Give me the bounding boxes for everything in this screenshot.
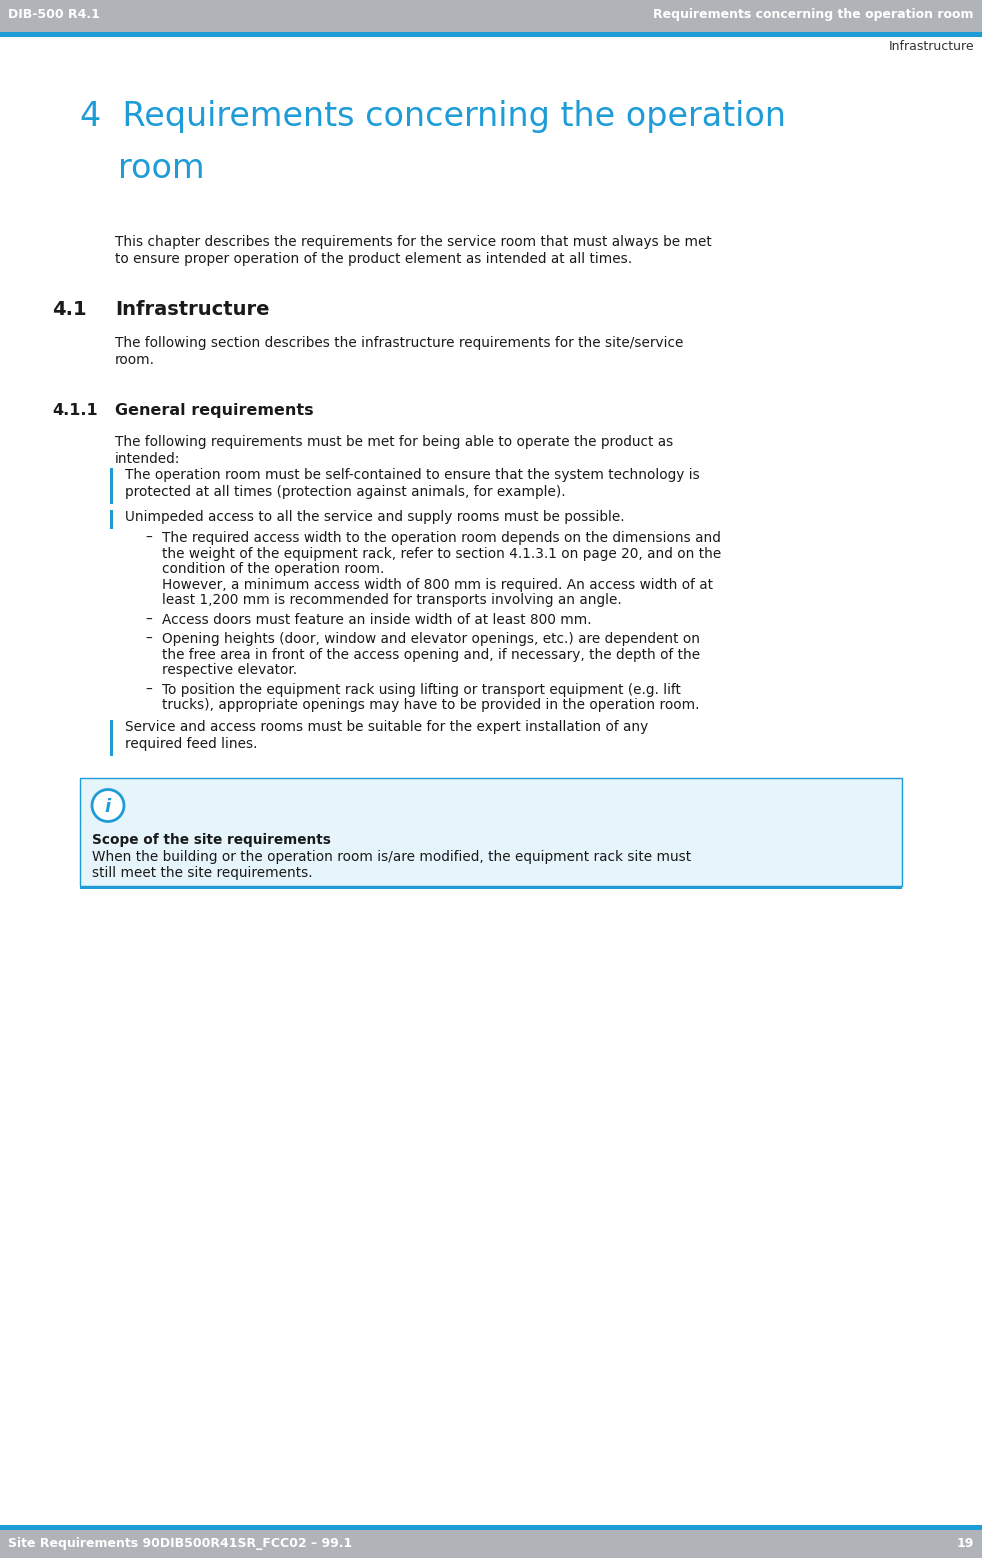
Text: The required access width to the operation room depends on the dimensions and: The required access width to the operati…	[162, 531, 721, 545]
Text: This chapter describes the requirements for the service room that must always be: This chapter describes the requirements …	[115, 235, 712, 249]
Bar	[0, 0, 982, 33]
Text: still meet the site requirements.: still meet the site requirements.	[92, 866, 312, 880]
Text: i: i	[105, 798, 111, 815]
Text: 4.1.1: 4.1.1	[52, 404, 97, 418]
Text: Service and access rooms must be suitable for the expert installation of any: Service and access rooms must be suitabl…	[125, 720, 648, 734]
Text: However, a minimum access width of 800 mm is required. An access width of at: However, a minimum access width of 800 m…	[162, 578, 713, 592]
Text: 4.1: 4.1	[52, 301, 86, 319]
Text: When the building or the operation room is/are modified, the equipment rack site: When the building or the operation room …	[92, 849, 691, 863]
Text: trucks), appropriate openings may have to be provided in the operation room.: trucks), appropriate openings may have t…	[162, 698, 699, 712]
Bar	[80, 885, 902, 888]
Text: The following requirements must be met for being able to operate the product as: The following requirements must be met f…	[115, 435, 674, 449]
Text: the weight of the equipment rack, refer to section 4.1.3.1 on page 20, and on th: the weight of the equipment rack, refer …	[162, 547, 721, 561]
Bar	[80, 777, 902, 885]
Text: Opening heights (door, window and elevator openings, etc.) are dependent on: Opening heights (door, window and elevat…	[162, 633, 700, 647]
Circle shape	[92, 790, 124, 821]
Text: condition of the operation room.: condition of the operation room.	[162, 562, 384, 576]
Text: –: –	[145, 531, 152, 545]
Text: DIB-500 R4.1: DIB-500 R4.1	[8, 8, 100, 20]
Text: Infrastructure: Infrastructure	[889, 41, 974, 53]
Bar	[0, 33, 982, 37]
Bar	[0, 1525, 982, 1530]
Text: to ensure proper operation of the product element as intended at all times.: to ensure proper operation of the produc…	[115, 252, 632, 266]
Bar	[0, 1530, 982, 1558]
Text: –: –	[145, 633, 152, 647]
Text: the free area in front of the access opening and, if necessary, the depth of the: the free area in front of the access ope…	[162, 648, 700, 662]
Text: least 1,200 mm is recommended for transports involving an angle.: least 1,200 mm is recommended for transp…	[162, 594, 622, 608]
Text: Infrastructure: Infrastructure	[115, 301, 269, 319]
Bar	[110, 509, 113, 530]
Text: Access doors must feature an inside width of at least 800 mm.: Access doors must feature an inside widt…	[162, 612, 591, 626]
Text: Scope of the site requirements: Scope of the site requirements	[92, 832, 331, 846]
Text: The following section describes the infrastructure requirements for the site/ser: The following section describes the infr…	[115, 337, 683, 351]
Bar	[110, 720, 113, 756]
Text: Unimpeded access to all the service and supply rooms must be possible.: Unimpeded access to all the service and …	[125, 509, 625, 523]
Text: –: –	[145, 612, 152, 626]
Text: –: –	[145, 682, 152, 696]
Text: respective elevator.: respective elevator.	[162, 664, 298, 678]
Bar	[110, 467, 113, 503]
Text: 4  Requirements concerning the operation: 4 Requirements concerning the operation	[80, 100, 786, 132]
Text: Requirements concerning the operation room: Requirements concerning the operation ro…	[653, 8, 974, 20]
Text: required feed lines.: required feed lines.	[125, 737, 257, 751]
Text: To position the equipment rack using lifting or transport equipment (e.g. lift: To position the equipment rack using lif…	[162, 682, 681, 696]
Text: protected at all times (protection against animals, for example).: protected at all times (protection again…	[125, 485, 566, 499]
Text: room.: room.	[115, 354, 155, 368]
Text: The operation room must be self-contained to ensure that the system technology i: The operation room must be self-containe…	[125, 467, 700, 481]
Text: General requirements: General requirements	[115, 404, 313, 418]
Text: room: room	[118, 153, 204, 185]
Text: Site Requirements 90DIB500R41SR_FCC02 – 99.1: Site Requirements 90DIB500R41SR_FCC02 – …	[8, 1538, 353, 1550]
Text: intended:: intended:	[115, 452, 181, 466]
Text: 19: 19	[956, 1538, 974, 1550]
